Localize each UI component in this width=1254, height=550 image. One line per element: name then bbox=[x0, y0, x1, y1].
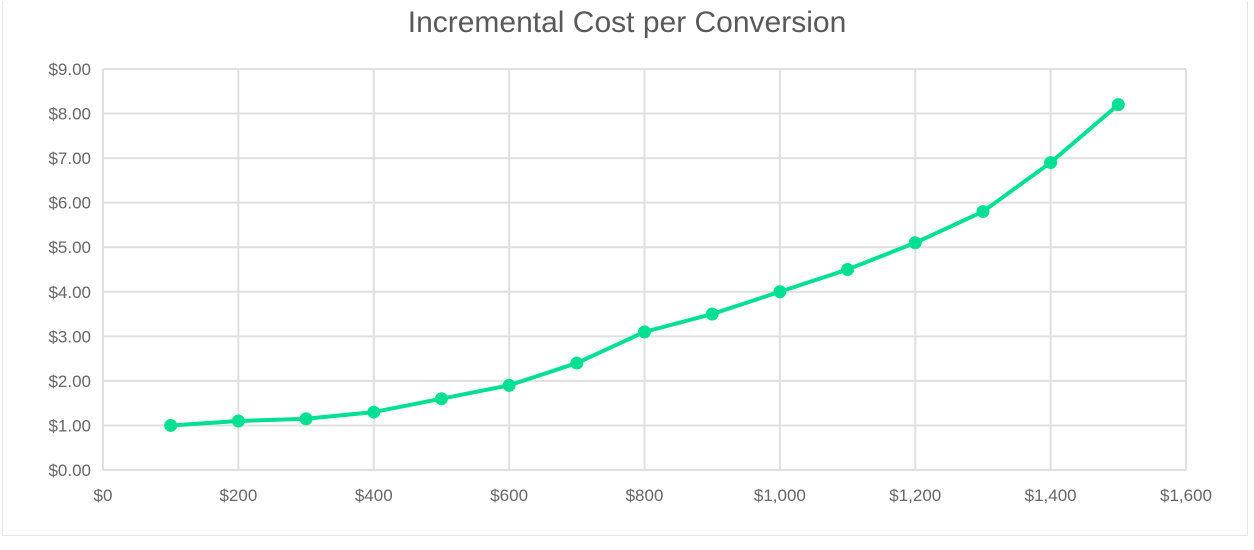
x-tick-label: $1,400 bbox=[1025, 486, 1077, 505]
data-series bbox=[164, 98, 1125, 432]
data-point bbox=[434, 392, 448, 406]
data-point bbox=[1044, 156, 1058, 170]
y-tick-label: $1.00 bbox=[48, 416, 91, 435]
x-axis-ticks: $0 $200 $400 $600 $800 $1,000 $1,200 $1,400 $1,6… bbox=[94, 486, 1212, 505]
data-point bbox=[638, 325, 651, 339]
data-point bbox=[705, 307, 719, 321]
x-tick-label: $1,200 bbox=[889, 486, 941, 505]
y-tick-label: $3.00 bbox=[48, 327, 91, 346]
x-tick-label: $1,600 bbox=[1160, 486, 1212, 505]
x-tick-label: $400 bbox=[355, 486, 393, 505]
chart-title: Incremental Cost per Conversion bbox=[407, 6, 847, 39]
y-axis-ticks: $0.00 $1.00 $2.00 $3.00 $4.00 $5.00 $6.00 $7.00… bbox=[48, 60, 91, 480]
x-tick-label: $1,000 bbox=[754, 486, 806, 505]
x-tick-label: $600 bbox=[490, 486, 528, 505]
y-tick-label: $7.00 bbox=[48, 149, 91, 168]
data-point bbox=[502, 378, 516, 392]
data-point bbox=[773, 285, 787, 299]
y-tick-label: $8.00 bbox=[48, 105, 91, 124]
x-tick-label: $0 bbox=[94, 486, 113, 505]
chart-frame bbox=[2, 1, 1248, 536]
y-tick-label: $9.00 bbox=[48, 60, 91, 79]
data-point bbox=[299, 412, 313, 426]
y-tick-label: $2.00 bbox=[48, 372, 91, 391]
y-tick-label: $5.00 bbox=[48, 238, 91, 257]
gridlines bbox=[102, 68, 1187, 471]
data-point bbox=[570, 356, 584, 370]
data-point bbox=[367, 405, 381, 419]
data-point bbox=[164, 418, 178, 432]
data-point bbox=[231, 414, 245, 428]
y-tick-label: $4.00 bbox=[48, 283, 91, 302]
data-point bbox=[976, 205, 990, 219]
data-point bbox=[1111, 98, 1125, 112]
y-tick-label: $0.00 bbox=[48, 461, 91, 480]
data-point bbox=[908, 236, 922, 250]
x-tick-label: $800 bbox=[626, 486, 664, 505]
x-tick-label: $200 bbox=[219, 486, 257, 505]
y-tick-label: $6.00 bbox=[48, 194, 91, 213]
data-point bbox=[841, 263, 855, 276]
